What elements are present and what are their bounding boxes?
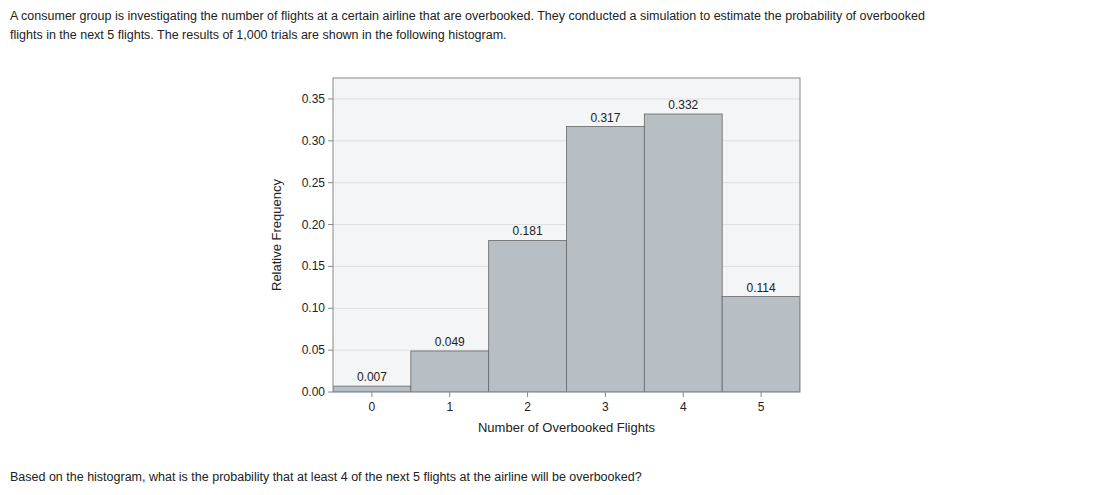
x-tick-label: 5 <box>758 400 765 414</box>
y-tick <box>328 392 333 393</box>
bar <box>489 240 567 392</box>
y-tick-label: 0.00 <box>302 385 326 399</box>
data-label: 0.181 <box>513 224 543 238</box>
y-tick-label: 0.15 <box>302 259 326 273</box>
bar <box>722 297 800 392</box>
data-label: 0.114 <box>747 281 776 295</box>
bar <box>411 351 489 392</box>
x-tick-label: 2 <box>524 400 531 414</box>
x-tick <box>527 392 528 397</box>
y-tick-label: 0.35 <box>302 92 326 106</box>
bar <box>644 114 722 392</box>
annotation: Based on the histogram, what is the prob… <box>10 470 642 484</box>
y-tick-label: 0.25 <box>302 176 326 190</box>
y-tick <box>328 266 333 267</box>
grid-line <box>333 98 800 99</box>
x-tick-label: 1 <box>446 400 453 414</box>
y-tick <box>328 350 333 351</box>
x-tick <box>761 392 762 397</box>
plot-background <box>333 78 800 392</box>
y-tick <box>328 140 333 141</box>
subtitle: flights in the next 5 flights. The resul… <box>10 28 507 42</box>
y-tick <box>328 182 333 183</box>
chart: A consumer group is investigating the nu… <box>0 0 1110 495</box>
x-tick-label: 4 <box>680 400 687 414</box>
y-tick <box>328 308 333 309</box>
plot-frame <box>333 78 800 392</box>
y-tick-label: 0.20 <box>302 218 326 232</box>
x-tick <box>683 392 684 397</box>
data-label: 0.007 <box>357 370 387 384</box>
y-tick-label: 0.05 <box>302 343 326 357</box>
x-tick <box>605 392 606 397</box>
x-axis-label: Number of Overbooked Flights <box>478 420 656 435</box>
x-tick <box>371 392 372 397</box>
y-tick-label: 0.10 <box>302 301 326 315</box>
x-tick <box>449 392 450 397</box>
data-label: 0.317 <box>590 111 620 125</box>
y-tick-label: 0.30 <box>302 134 326 148</box>
data-label: 0.049 <box>435 335 465 349</box>
x-tick-label: 3 <box>602 400 609 414</box>
x-tick-label: 0 <box>369 400 376 414</box>
y-axis-label: Relative Frequency <box>269 179 284 291</box>
y-tick <box>328 98 333 99</box>
title: A consumer group is investigating the nu… <box>10 9 925 23</box>
bar <box>567 127 645 392</box>
bar <box>333 386 411 392</box>
bars <box>333 114 800 392</box>
y-tick <box>328 224 333 225</box>
data-label: 0.332 <box>668 98 698 112</box>
